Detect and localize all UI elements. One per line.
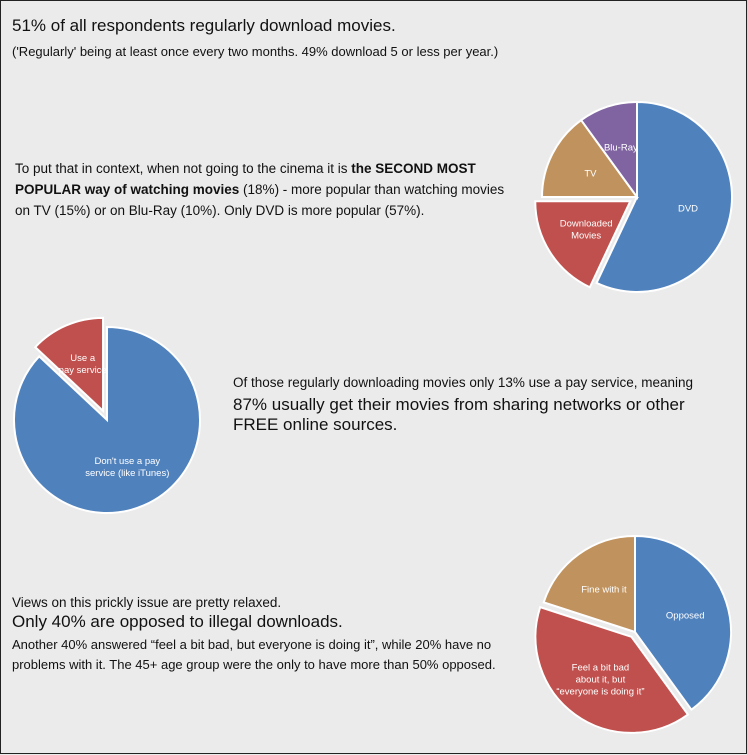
pie-slice-label: DVD xyxy=(678,203,698,214)
pie-slice xyxy=(542,534,636,634)
views-detail: Another 40% answered “feel a bit bad, bu… xyxy=(12,637,496,672)
pie-slice-label: TV xyxy=(584,168,597,179)
pie-slice xyxy=(33,316,105,414)
regularly-footnote: ('Regularly' being at least once every t… xyxy=(12,44,499,59)
pay-service-emphasis: 87% usually get their movies from sharin… xyxy=(233,395,685,434)
pay-service-lead: Of those regularly downloading movies on… xyxy=(233,375,694,390)
pie-slice-label: Fine with it xyxy=(581,584,627,595)
pie-slice xyxy=(13,325,201,514)
pie-slice-label: Use a pay service xyxy=(59,353,107,376)
pie-slice xyxy=(595,100,733,293)
pie-slice-label: Blu-Ray xyxy=(604,142,638,153)
pie-slice xyxy=(534,605,690,734)
views-lead: Views on this prickly issue are pretty r… xyxy=(12,595,282,610)
pie-slice xyxy=(634,534,732,712)
pie-slice-label: Feel a bit bad about it, but “everyone is … xyxy=(556,663,644,698)
download-headline: 51% of all respondents regularly downloa… xyxy=(12,16,396,35)
context-text-end: (18%) - more popular than watching movie… xyxy=(15,182,505,218)
views-emphasis: Only 40% are opposed to illegal download… xyxy=(12,612,343,631)
context-text-start: To put that in context, when not going t… xyxy=(15,161,352,176)
pie-slice xyxy=(579,100,638,201)
context-paragraph: To put that in context, when not going t… xyxy=(15,158,515,221)
pie-slice-label: Downloaded Movies xyxy=(560,218,613,241)
context-emphasis: the SECOND MOST POPULAR way of watching … xyxy=(15,161,476,197)
pie-slice xyxy=(540,118,639,198)
pie-slice-label: Don't use a pay service (like iTunes) xyxy=(85,456,169,479)
pie-slice xyxy=(534,200,632,289)
pie-slice-label: Opposed xyxy=(666,611,705,622)
